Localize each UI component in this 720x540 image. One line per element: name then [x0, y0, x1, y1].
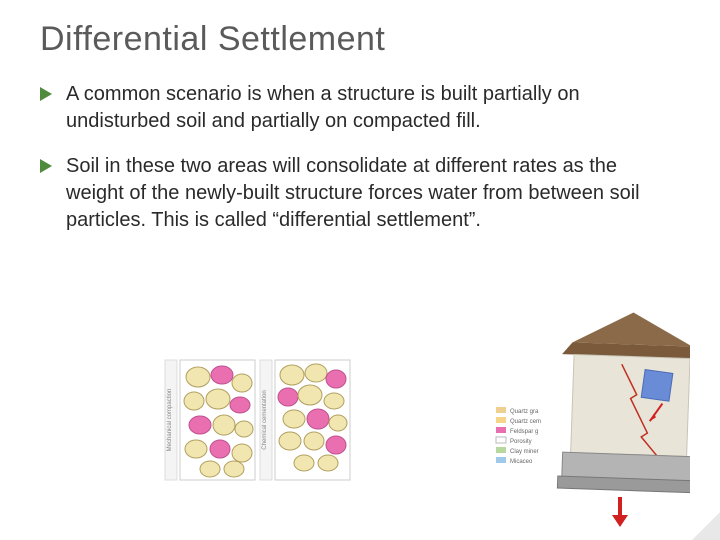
svg-text:Quartz cem: Quartz cem — [510, 419, 541, 425]
bullet-text: Soil in these two areas will consolidate… — [66, 153, 640, 234]
slide-container: Differential Settlement A common scenari… — [0, 0, 720, 540]
svg-text:Micaceo: Micaceo — [510, 459, 533, 465]
figures-area: Mechanical compaction Chemica — [0, 340, 720, 530]
svg-text:Porosity: Porosity — [510, 439, 532, 445]
page-corner-fold-icon — [692, 512, 720, 540]
play-bullet-icon — [40, 159, 52, 178]
panel-label: Mechanical compaction — [167, 389, 173, 452]
settlement-arrow-icon — [612, 497, 628, 527]
svg-text:Clay miner: Clay miner — [510, 449, 539, 455]
slide-title: Differential Settlement — [40, 20, 680, 59]
bullet-item: A common scenario is when a structure is… — [40, 81, 680, 135]
panel-label: Chemical cementation — [262, 390, 268, 449]
bullet-item: Soil in these two areas will consolidate… — [40, 153, 680, 234]
svg-text:Feldspar g: Feldspar g — [510, 429, 538, 435]
bullet-text: A common scenario is when a structure is… — [66, 81, 640, 135]
bullet-list: A common scenario is when a structure is… — [40, 81, 680, 234]
soil-particles-figure: Mechanical compaction Chemica — [160, 355, 360, 490]
svg-text:Quartz gra: Quartz gra — [510, 409, 539, 415]
play-bullet-icon — [40, 87, 52, 106]
house-settlement-figure: Quartz gra Quartz cem Feldspar g Porosit… — [490, 305, 690, 530]
legend: Quartz gra Quartz cem Feldspar g Porosit… — [496, 407, 541, 465]
